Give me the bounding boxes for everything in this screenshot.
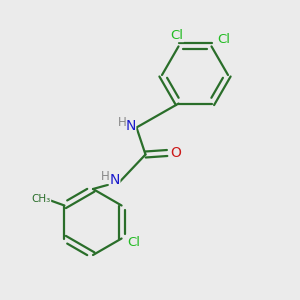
Text: Cl: Cl [128, 236, 141, 250]
Text: N: N [125, 119, 136, 133]
Text: Cl: Cl [218, 33, 231, 46]
Text: H: H [101, 170, 110, 184]
Text: O: O [170, 146, 181, 160]
Text: H: H [118, 116, 127, 130]
Text: Cl: Cl [170, 28, 184, 41]
Text: N: N [110, 173, 120, 187]
Text: CH₃: CH₃ [32, 194, 51, 205]
